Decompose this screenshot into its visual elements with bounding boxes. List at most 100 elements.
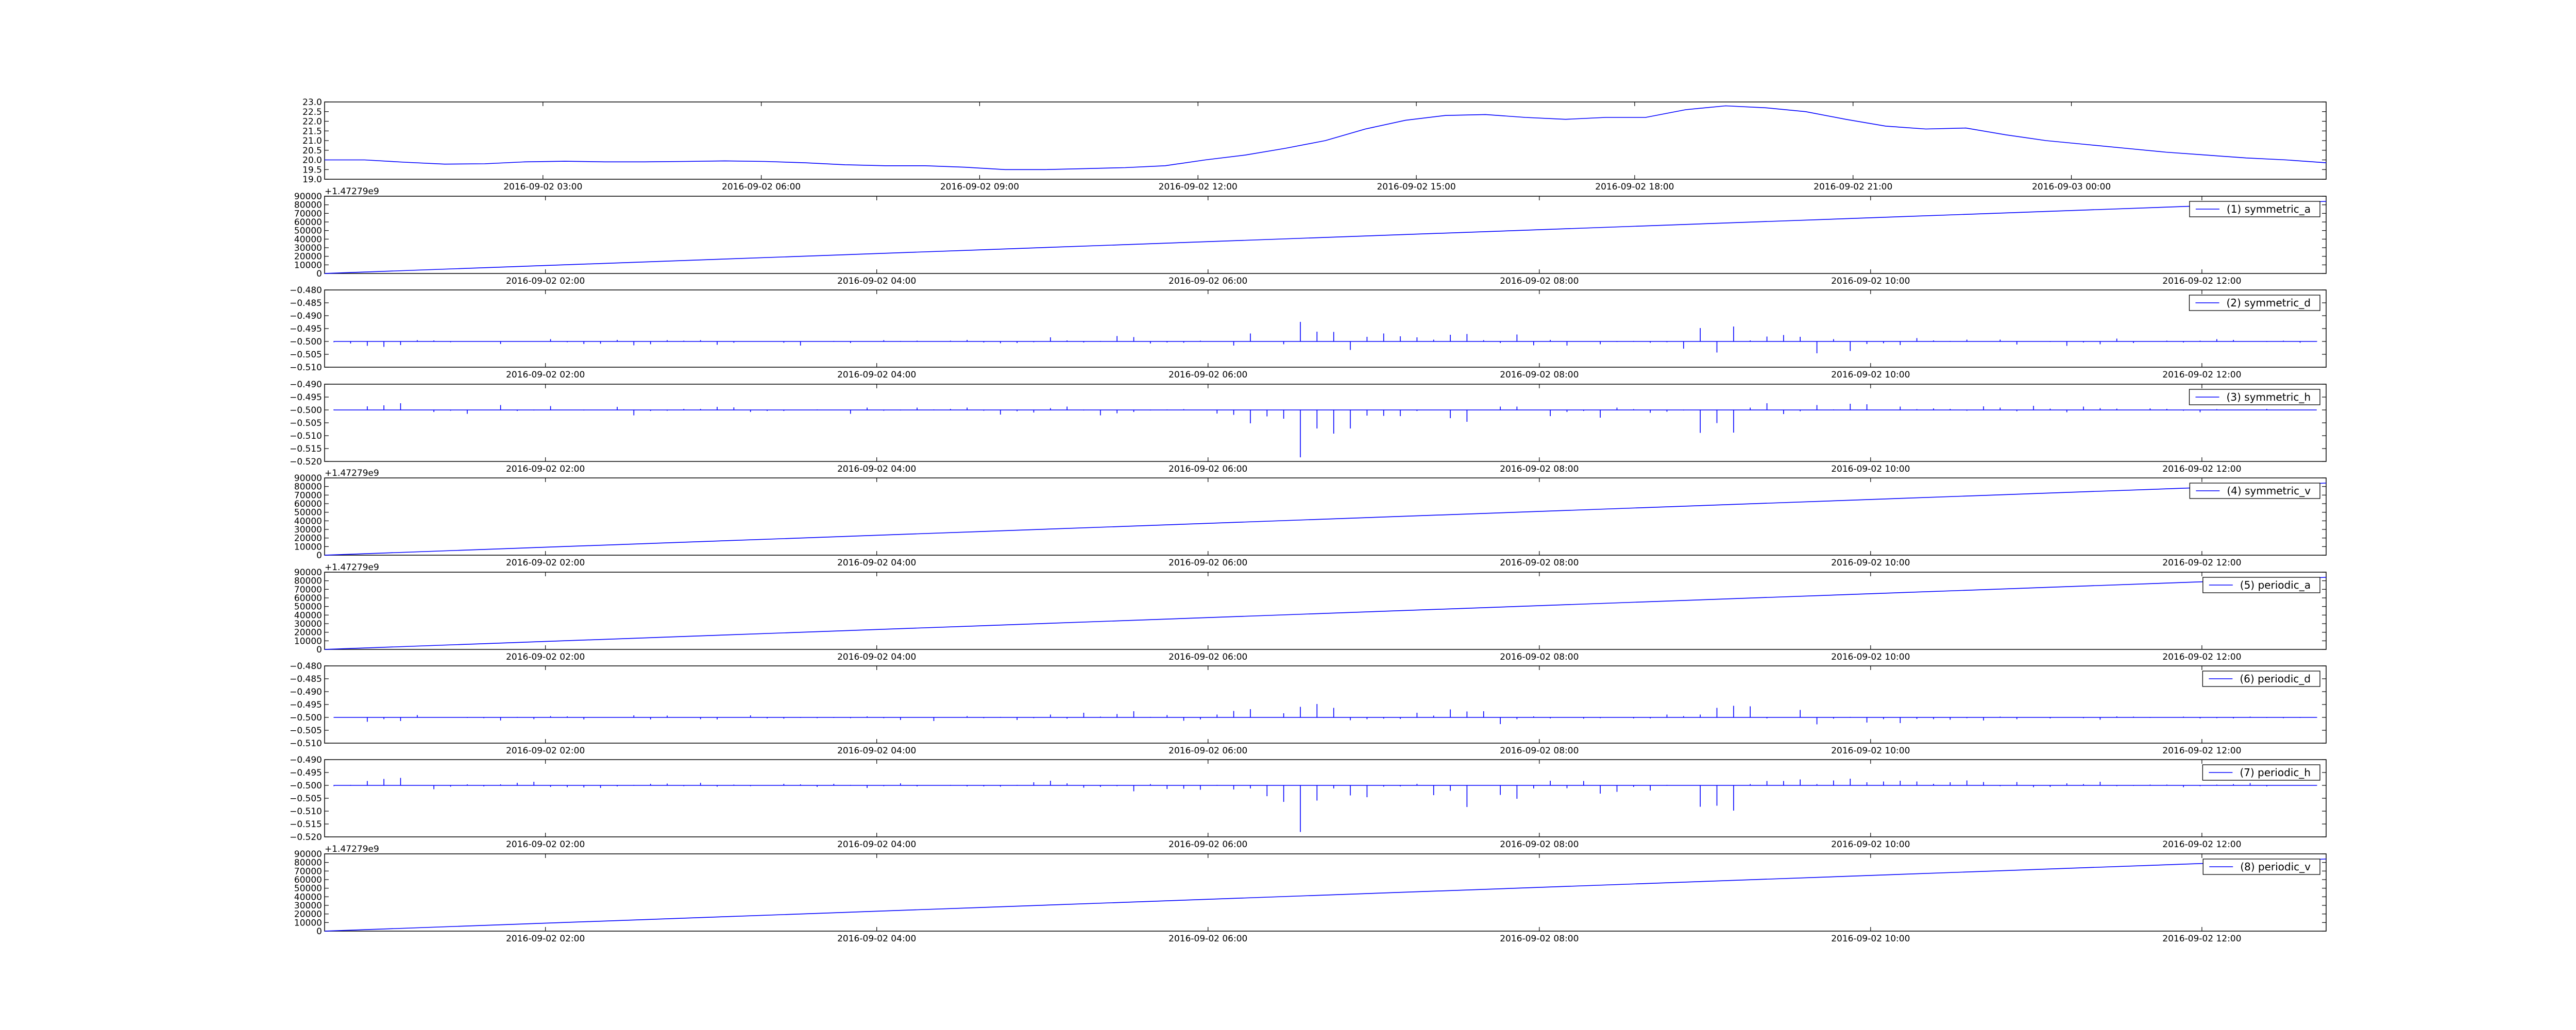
y-tick-label: 60000 [294,217,322,228]
x-tick-label: 2016-09-02 10:00 [1831,370,1910,380]
legend-label: (5) periodic_a [2240,579,2311,591]
x-tick-label: 2016-09-02 02:00 [506,370,585,380]
y-tick-label: 20.0 [302,156,322,166]
x-tick-label: 2016-09-02 08:00 [1500,746,1579,756]
y-tick-label: 30000 [294,243,322,253]
plot-frame [324,665,2327,744]
series-line [333,322,2317,353]
plot-frame [324,384,2327,462]
y-tick-label: 40000 [294,892,322,902]
x-tick-label: 2016-09-02 02:00 [506,464,585,474]
y-tick-label: 30000 [294,525,322,535]
x-tick-label: 2016-09-02 04:00 [837,370,916,380]
x-tick-label: 2016-09-02 21:00 [1814,182,1892,192]
y-tick-label: −0.515 [290,444,322,454]
y-tick-label: 50000 [294,226,322,236]
y-tick-label: −0.490 [290,755,322,765]
y-tick-label: 70000 [294,585,322,595]
x-tick-label: 2016-09-02 12:00 [1159,182,1238,192]
y-tick-label: 90000 [294,473,322,484]
y-tick-label: 80000 [294,200,322,211]
x-tick-label: 2016-09-02 12:00 [2162,934,2241,944]
y-tick-label: 10000 [294,636,322,646]
x-tick-label: 2016-09-02 09:00 [940,182,1019,192]
x-tick-label: 2016-09-02 12:00 [2162,746,2241,756]
x-tick-label: 2016-09-02 18:00 [1595,182,1674,192]
x-tick-label: 2016-09-02 08:00 [1500,370,1579,380]
x-tick-label: 2016-09-02 10:00 [1831,934,1910,944]
x-tick-label: 2016-09-02 06:00 [1168,558,1247,568]
y-tick-label: −0.505 [290,418,322,428]
x-tick-label: 2016-09-02 10:00 [1831,276,1910,286]
y-tick-label: 10000 [294,260,322,270]
plot-frame [324,572,2327,650]
legend: (5) periodic_a [2202,577,2320,593]
series-line [324,201,2327,274]
y-tick-label: 23.0 [302,97,322,108]
x-tick-label: 2016-09-02 04:00 [837,746,916,756]
x-tick-label: 2016-09-02 10:00 [1831,558,1910,568]
y-tick-label: −0.500 [290,713,322,723]
y-tick-label: −0.505 [290,794,322,804]
chart-panel-9: 9000080000700006000050000400003000020000… [294,844,2327,944]
x-tick-label: 2016-09-02 10:00 [1831,464,1910,474]
x-tick-label: 2016-09-02 02:00 [506,652,585,662]
y-tick-label: 40000 [294,234,322,245]
legend-label: (2) symmetric_d [2226,297,2311,309]
chart-panel-5: 9000080000700006000050000400003000020000… [294,468,2327,568]
y-tick-label: −0.515 [290,819,322,830]
legend-label: (8) periodic_v [2240,861,2311,873]
axis-offset-label: +1.47279e9 [325,468,379,478]
y-tick-label: 80000 [294,858,322,868]
y-tick-label: −0.495 [290,768,322,778]
x-tick-label: 2016-09-02 06:00 [1168,276,1247,286]
y-tick-label: −0.495 [290,324,322,334]
series-line [333,778,2317,832]
y-tick-label: 0 [316,551,322,561]
x-tick-label: 2016-09-02 02:00 [506,276,585,286]
x-tick-label: 2016-09-02 04:00 [837,464,916,474]
x-tick-label: 2016-09-02 03:00 [503,182,582,192]
y-tick-label: 90000 [294,192,322,202]
y-tick-label: −0.510 [290,739,322,749]
plot-frame [324,477,2327,556]
y-tick-label: 40000 [294,610,322,621]
series-line [333,403,2317,457]
legend-label: (3) symmetric_h [2226,391,2311,403]
y-tick-label: 30000 [294,619,322,629]
y-tick-label: 60000 [294,875,322,885]
y-tick-label: 22.5 [302,107,322,117]
legend-label: (4) symmetric_v [2227,485,2311,497]
x-tick-label: 2016-09-02 12:00 [2162,839,2241,850]
x-tick-label: 2016-09-02 02:00 [506,934,585,944]
y-tick-label: 10000 [294,918,322,928]
y-tick-label: −0.510 [290,363,322,373]
legend: (1) symmetric_a [2189,201,2320,217]
series-line [324,859,2327,932]
x-tick-label: 2016-09-02 04:00 [837,652,916,662]
y-tick-label: −0.490 [290,687,322,697]
y-tick-label: 21.0 [302,136,322,146]
y-tick-label: −0.490 [290,380,322,390]
x-tick-label: 2016-09-02 06:00 [1168,746,1247,756]
y-tick-label: 19.5 [302,165,322,175]
x-tick-label: 2016-09-02 08:00 [1500,558,1579,568]
x-tick-label: 2016-09-02 12:00 [2162,558,2241,568]
y-tick-label: 30000 [294,901,322,911]
y-tick-label: −0.480 [290,285,322,296]
y-tick-label: 20.5 [302,146,322,156]
x-tick-label: 2016-09-02 02:00 [506,746,585,756]
y-tick-label: 0 [316,926,322,937]
chart-panel-8: −0.490 −0.495 −0.500 −0.505 −0.510 −0.515 −0.5… [290,755,2327,850]
x-tick-label: 2016-09-02 08:00 [1500,934,1579,944]
x-tick-label: 2016-09-02 08:00 [1500,276,1579,286]
x-tick-label: 2016-09-02 02:00 [506,839,585,850]
x-tick-label: 2016-09-02 12:00 [2162,276,2241,286]
y-tick-label: 70000 [294,490,322,501]
y-tick-label: −0.520 [290,457,322,467]
y-tick-label: −0.505 [290,350,322,360]
x-tick-label: 2016-09-02 10:00 [1831,839,1910,850]
x-tick-label: 2016-09-02 10:00 [1831,746,1910,756]
y-tick-label: 50000 [294,602,322,612]
